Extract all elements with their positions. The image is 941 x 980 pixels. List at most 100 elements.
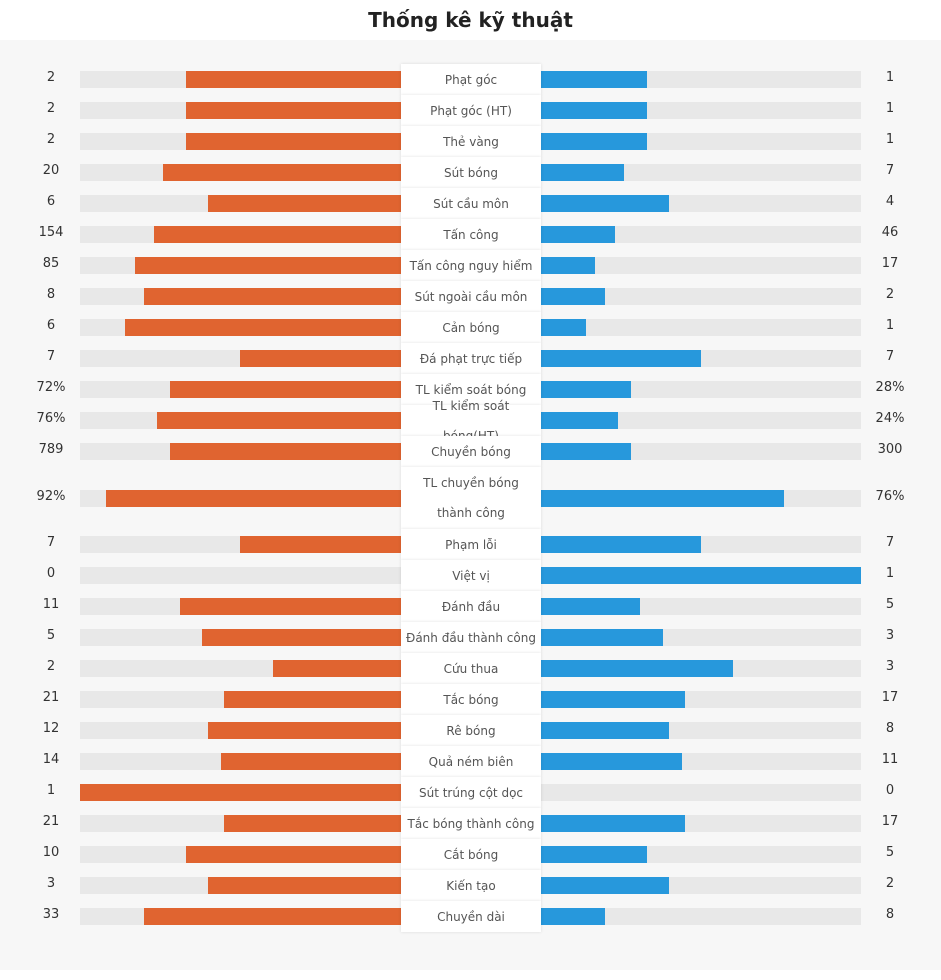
stat-row: 2 3 Cứu thua xyxy=(0,653,941,684)
stat-label: Chuyền dài xyxy=(401,901,541,932)
away-bar xyxy=(541,490,784,507)
home-track xyxy=(80,660,401,677)
stat-row: 6 1 Cản bóng xyxy=(0,312,941,343)
home-track xyxy=(80,381,401,398)
stat-label: Chuyền bóng xyxy=(401,436,541,467)
home-track xyxy=(80,753,401,770)
home-value: 7 xyxy=(46,349,56,364)
stat-row: 85 17 Tấn công nguy hiểm xyxy=(0,250,941,281)
home-value: 6 xyxy=(46,194,56,209)
away-bar xyxy=(541,908,605,925)
home-value: 6 xyxy=(46,318,56,333)
home-track xyxy=(80,71,401,88)
home-bar xyxy=(273,660,401,677)
away-track xyxy=(541,350,861,367)
home-bar xyxy=(154,226,401,243)
stat-label: Việt vị xyxy=(401,560,541,591)
away-track xyxy=(541,412,861,429)
home-bar xyxy=(144,288,401,305)
away-value: 5 xyxy=(885,845,895,860)
stat-row: 2 1 Phạt góc xyxy=(0,64,941,95)
stat-label: TL kiểm soát bóng xyxy=(401,374,541,405)
home-value: 154 xyxy=(38,225,64,240)
stat-label: Tắc bóng thành công xyxy=(401,808,541,839)
stat-row: 76% 24% TL kiểm soát bóng(HT) xyxy=(0,399,941,443)
home-bar xyxy=(186,133,401,150)
home-value: 33 xyxy=(42,907,60,922)
away-bar xyxy=(541,71,647,88)
stat-row: 2 1 Phạt góc (HT) xyxy=(0,95,941,126)
home-track xyxy=(80,133,401,150)
stat-label: Quả ném biên xyxy=(401,746,541,777)
home-bar xyxy=(240,536,401,553)
home-value: 8 xyxy=(46,287,56,302)
away-track xyxy=(541,133,861,150)
home-bar xyxy=(186,71,401,88)
away-bar xyxy=(541,567,861,584)
away-bar xyxy=(541,443,631,460)
away-track xyxy=(541,908,861,925)
away-value: 76% xyxy=(875,489,905,504)
home-track xyxy=(80,536,401,553)
stat-row: 2 1 Thẻ vàng xyxy=(0,126,941,157)
away-track xyxy=(541,629,861,646)
home-bar xyxy=(186,102,401,119)
home-value: 2 xyxy=(46,132,56,147)
stat-label: Phạt góc xyxy=(401,64,541,95)
stat-label: Sút cầu môn xyxy=(401,188,541,219)
away-value: 1 xyxy=(885,566,895,581)
home-track xyxy=(80,691,401,708)
stat-row: 92% 76% TL chuyền bóng thành công xyxy=(0,467,941,529)
home-track xyxy=(80,784,401,801)
home-bar xyxy=(163,164,401,181)
home-value: 11 xyxy=(42,597,60,612)
stat-label: Cắt bóng xyxy=(401,839,541,870)
stat-label: Sút ngoài cầu môn xyxy=(401,281,541,312)
stat-row: 154 46 Tấn công xyxy=(0,219,941,250)
away-value: 17 xyxy=(881,256,899,271)
stat-label: Thẻ vàng xyxy=(401,126,541,157)
away-track xyxy=(541,598,861,615)
stat-row: 789 300 Chuyền bóng xyxy=(0,436,941,467)
home-bar xyxy=(157,412,401,429)
home-track xyxy=(80,226,401,243)
away-bar xyxy=(541,412,618,429)
home-value: 2 xyxy=(46,659,56,674)
home-bar xyxy=(224,691,401,708)
stat-row: 7 7 Đá phạt trực tiếp xyxy=(0,343,941,374)
home-value: 85 xyxy=(42,256,60,271)
stat-label: Tấn công xyxy=(401,219,541,250)
home-value: 7 xyxy=(46,535,56,550)
away-bar xyxy=(541,257,595,274)
away-track xyxy=(541,490,861,507)
home-bar xyxy=(170,443,401,460)
away-bar xyxy=(541,753,682,770)
stat-row: 33 8 Chuyền dài xyxy=(0,901,941,932)
away-value: 2 xyxy=(885,876,895,891)
away-value: 24% xyxy=(875,411,905,426)
stat-label: Tấn công nguy hiểm xyxy=(401,250,541,281)
stat-label: Sút bóng xyxy=(401,157,541,188)
home-track xyxy=(80,815,401,832)
away-track xyxy=(541,567,861,584)
home-track xyxy=(80,412,401,429)
home-bar xyxy=(202,629,401,646)
away-bar xyxy=(541,319,586,336)
stat-row: 20 7 Sút bóng xyxy=(0,157,941,188)
stat-row: 21 17 Tắc bóng xyxy=(0,684,941,715)
home-bar xyxy=(180,598,401,615)
stat-row: 3 2 Kiến tạo xyxy=(0,870,941,901)
home-bar xyxy=(186,846,401,863)
away-value: 46 xyxy=(881,225,899,240)
away-bar xyxy=(541,195,669,212)
home-track xyxy=(80,319,401,336)
stat-label: TL kiểm soát bóng(HT) xyxy=(401,399,541,443)
away-bar xyxy=(541,846,647,863)
away-value: 17 xyxy=(881,690,899,705)
away-track xyxy=(541,195,861,212)
away-track xyxy=(541,691,861,708)
stat-row: 10 5 Cắt bóng xyxy=(0,839,941,870)
home-track xyxy=(80,908,401,925)
stat-label: Phạt góc (HT) xyxy=(401,95,541,126)
home-value: 1 xyxy=(46,783,56,798)
